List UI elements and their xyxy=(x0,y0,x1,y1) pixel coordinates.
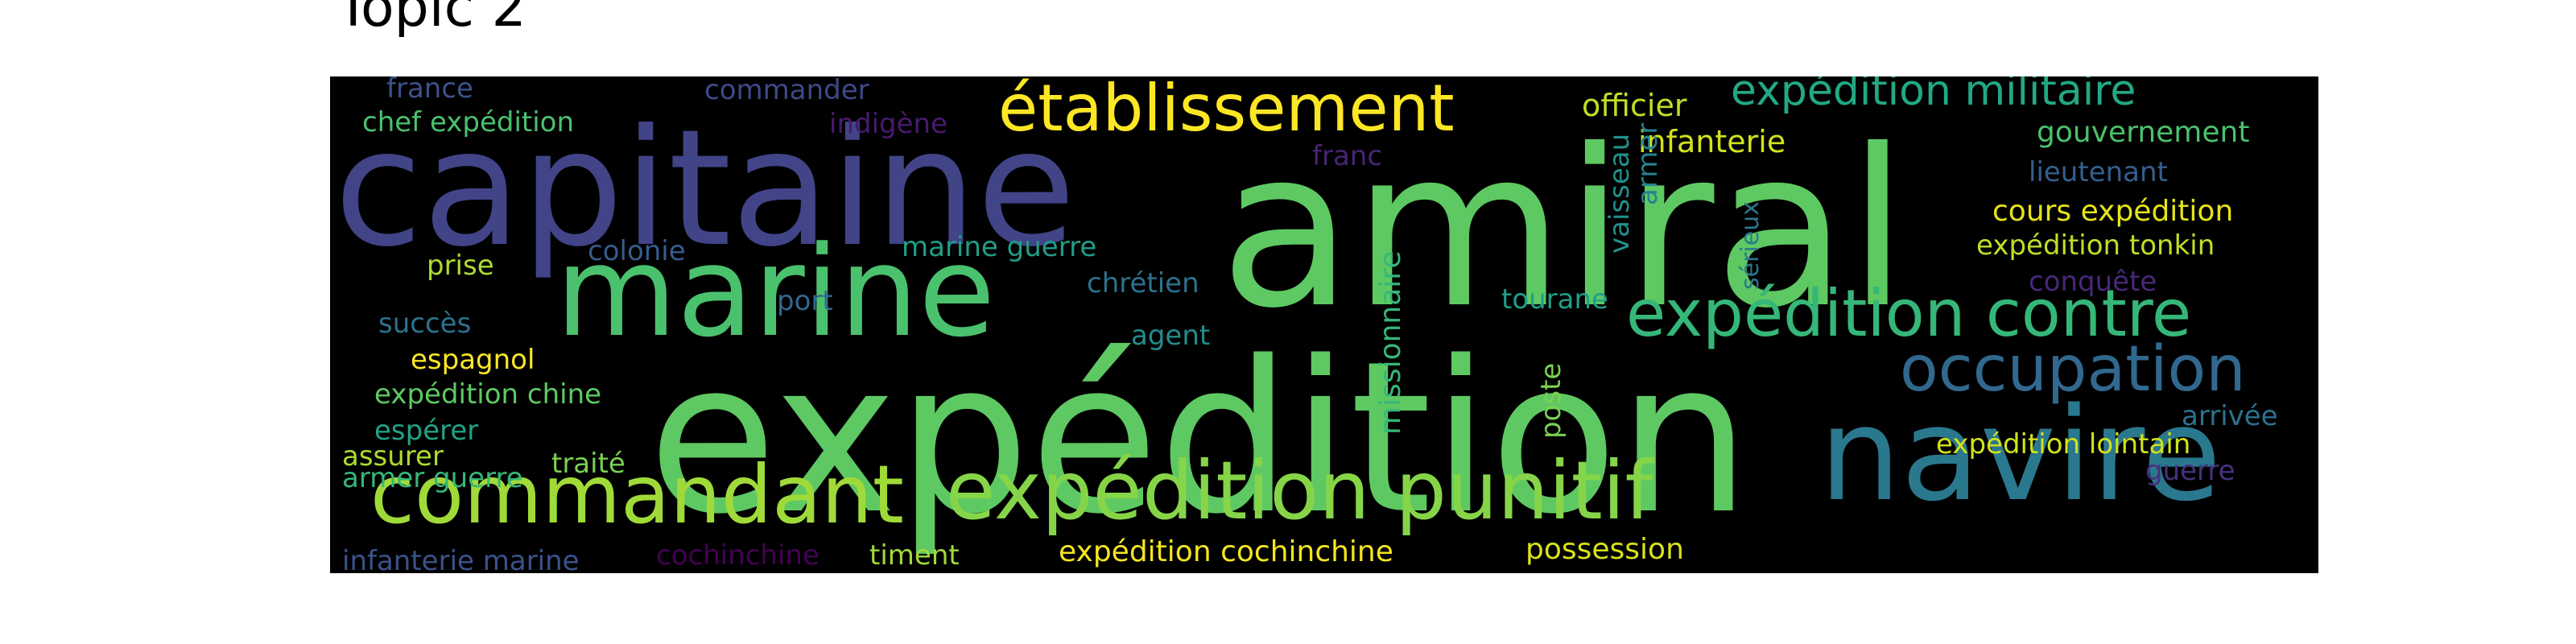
word-cloud: expédition amiral capitaine navire marine com… xyxy=(330,76,2318,573)
word-cloud-term: prise xyxy=(427,250,494,282)
word-cloud-term: poste xyxy=(1535,362,1567,439)
word-cloud-term: expédition militaire xyxy=(1731,76,2136,115)
word-cloud-term: chrétien xyxy=(1087,267,1199,299)
word-cloud-term: chef expédition xyxy=(362,106,575,138)
word-cloud-term: armer xyxy=(1632,122,1664,205)
word-cloud-term: amiral xyxy=(1220,102,1908,356)
word-cloud-term: espérer xyxy=(374,415,479,447)
word-cloud-term: cochinchine xyxy=(656,539,819,572)
word-cloud-term: possession xyxy=(1525,533,1684,566)
word-cloud-term: espagnol xyxy=(411,344,535,376)
word-cloud-term: expédition cochinchine xyxy=(1059,535,1393,568)
word-cloud-term: cours expédition xyxy=(1992,195,2234,228)
word-cloud-term: guerre xyxy=(2145,455,2235,487)
word-cloud-term: franc xyxy=(1312,140,1383,172)
word-cloud-term: expédition lointain xyxy=(1936,428,2191,460)
word-cloud-term: timent xyxy=(869,539,960,572)
word-cloud-term: établissement xyxy=(998,76,1455,146)
word-cloud-term: infanterie xyxy=(1638,124,1786,159)
word-cloud-term: colonie xyxy=(588,235,686,267)
word-cloud-term: expédition xyxy=(648,317,1751,560)
word-cloud-term: indigène xyxy=(829,108,947,140)
word-cloud-term: sérieux xyxy=(1736,201,1765,290)
chart-title: Topic 2 xyxy=(336,0,526,39)
word-cloud-term: expédition contre xyxy=(1626,276,2192,351)
word-cloud-term: marine guerre xyxy=(902,231,1097,263)
word-cloud-term: expédition chine xyxy=(374,378,602,411)
word-cloud-term: tourane xyxy=(1501,283,1608,316)
word-cloud-term: navire xyxy=(1819,379,2222,530)
word-cloud-term: vaisseau xyxy=(1604,133,1636,254)
word-cloud-term: expédition punitif xyxy=(946,444,1653,538)
word-cloud-term: assurer xyxy=(342,440,444,473)
word-cloud-term: succès xyxy=(378,308,472,340)
word-cloud-term: commander xyxy=(704,76,869,106)
word-cloud-term: agent xyxy=(1131,320,1211,352)
word-cloud-term: port xyxy=(777,285,833,317)
word-cloud-term: gouvernement xyxy=(2037,116,2250,149)
word-cloud-term: france xyxy=(386,76,473,105)
word-cloud-term: lieutenant xyxy=(2029,156,2168,188)
word-cloud-term: occupation xyxy=(1900,333,2246,406)
word-cloud-term: expédition tonkin xyxy=(1976,229,2215,262)
word-cloud-term: commandant xyxy=(370,448,904,542)
word-cloud-term: arrivée xyxy=(2182,400,2278,432)
word-cloud-term: marine xyxy=(555,219,996,365)
word-cloud-term: officier xyxy=(1582,88,1687,123)
word-cloud-term: capitaine xyxy=(334,95,1076,283)
word-cloud-term: conquête xyxy=(2029,266,2157,298)
word-cloud-term: infanterie marine xyxy=(342,545,580,573)
word-cloud-term: traité xyxy=(551,448,625,480)
word-cloud-term: armer guerre xyxy=(342,462,523,494)
word-cloud-term: missionnaire xyxy=(1374,250,1407,435)
